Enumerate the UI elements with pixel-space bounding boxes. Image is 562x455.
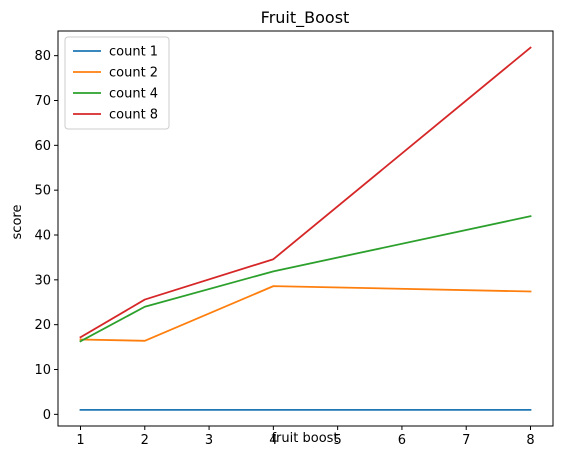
series-line-count-2	[79, 285, 532, 342]
y-tick-label: 0	[43, 408, 51, 423]
x-tick-label: 1	[76, 433, 84, 448]
series-line-count-8	[79, 46, 532, 339]
x-tick-label: 2	[141, 433, 149, 448]
legend-box	[64, 36, 170, 130]
y-tick-label: 50	[34, 184, 51, 199]
y-tick-label: 70	[34, 94, 51, 109]
legend-label: count 4	[109, 87, 158, 102]
legend-label: count 1	[109, 45, 158, 60]
plot-frame	[57, 30, 554, 427]
y-tick-label: 60	[34, 139, 51, 154]
series-layer	[79, 46, 532, 411]
x-axis: 1 2 3 4 5 6 7 8	[76, 426, 535, 448]
x-tick-label: 6	[398, 433, 406, 448]
legend-item: count 2	[73, 66, 158, 81]
x-tick-label: 3	[205, 433, 213, 448]
legend-item: count 8	[73, 108, 158, 123]
x-axis-title: fruit boost	[271, 431, 338, 446]
legend-label: count 8	[109, 108, 158, 123]
x-tick-label: 5	[334, 433, 342, 448]
x-tick-label: 7	[462, 433, 470, 448]
chart-title: Fruit_Boost	[261, 8, 350, 28]
y-axis-title: score	[10, 205, 25, 240]
y-tick-label: 30	[34, 273, 51, 288]
legend-item: count 1	[73, 45, 158, 60]
x-tick-label: 8	[526, 433, 534, 448]
x-tick-label: 4	[269, 433, 277, 448]
legend: count 1 count 2 count 4 count 8	[64, 36, 170, 130]
legend-label: count 2	[109, 66, 158, 81]
y-tick-label: 20	[34, 318, 51, 333]
series-line-count-4	[79, 215, 532, 343]
y-tick-label: 40	[34, 229, 51, 244]
legend-item: count 4	[73, 87, 158, 102]
y-tick-label: 10	[34, 363, 51, 378]
y-tick-label: 80	[34, 49, 51, 64]
y-axis: 0 10 20 30 40 50 60 70 80	[34, 49, 58, 423]
